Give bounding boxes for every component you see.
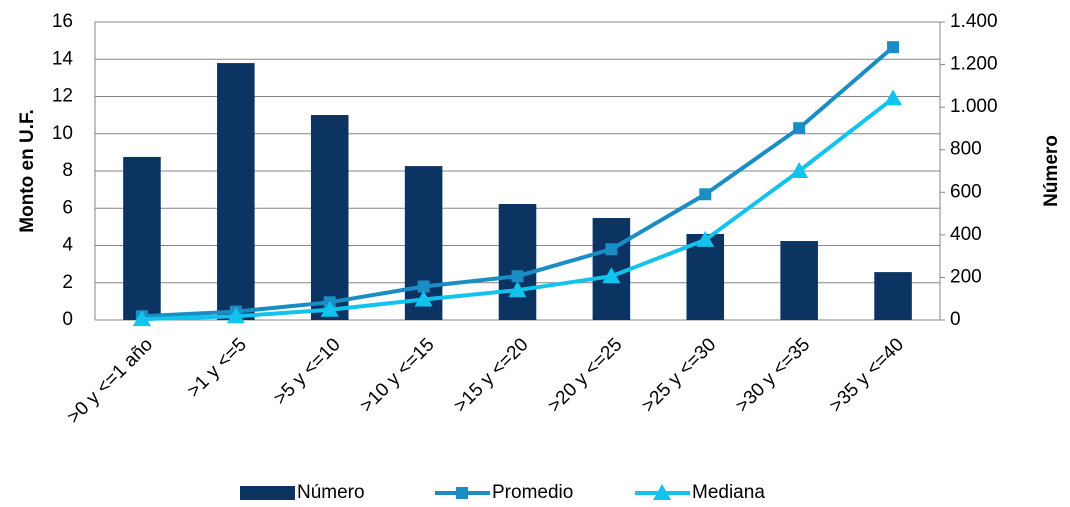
y-tick-label: 6 bbox=[62, 197, 73, 218]
marker bbox=[602, 267, 621, 284]
legend-label: Promedio bbox=[492, 482, 573, 503]
y-tick-label: 0 bbox=[62, 309, 73, 330]
x-tick-label: >35 y <=40 bbox=[826, 334, 908, 416]
marker bbox=[699, 188, 712, 201]
marker bbox=[790, 162, 809, 178]
marker bbox=[417, 280, 430, 293]
y-tick-label: 8 bbox=[62, 160, 73, 181]
y2-tick-label: 1.200 bbox=[950, 54, 998, 75]
marker bbox=[508, 281, 527, 298]
y2-tick-label: 400 bbox=[950, 224, 982, 245]
y2-tick-label: 0 bbox=[950, 309, 961, 330]
legend-label: Mediana bbox=[692, 482, 765, 503]
y-tick-label: 10 bbox=[52, 123, 73, 144]
y-tick-label: 16 bbox=[52, 11, 73, 32]
x-tick-label: >15 y <=20 bbox=[450, 334, 532, 416]
x-tick-label: >0 y <=1 año bbox=[63, 334, 157, 428]
marker bbox=[884, 89, 903, 106]
bar bbox=[686, 234, 725, 320]
marker bbox=[696, 230, 715, 247]
y2-tick-label: 600 bbox=[950, 181, 982, 202]
marker bbox=[414, 290, 433, 307]
bar bbox=[310, 115, 349, 320]
y-tick-label: 14 bbox=[52, 48, 74, 69]
x-tick-label: >10 y <=15 bbox=[356, 334, 438, 416]
y2-axis-title: Número bbox=[1041, 135, 1062, 207]
y-tick-label: 12 bbox=[52, 86, 73, 107]
bar bbox=[874, 272, 912, 320]
x-tick-label: >20 y <=25 bbox=[544, 334, 626, 416]
marker bbox=[226, 307, 245, 324]
y-tick-label: 2 bbox=[62, 272, 73, 293]
legend-swatch bbox=[240, 486, 295, 500]
marker bbox=[511, 270, 524, 283]
marker bbox=[793, 122, 806, 135]
x-tick-label: >30 y <=35 bbox=[732, 334, 814, 416]
y-axis-title: Monto en U.F. bbox=[17, 109, 38, 232]
x-tick-label: >5 y <=10 bbox=[270, 334, 345, 409]
legend-label: Número bbox=[297, 482, 365, 503]
y2-tick-label: 1.400 bbox=[950, 11, 998, 32]
marker bbox=[887, 41, 900, 54]
x-tick-label: >1 y <=5 bbox=[183, 334, 251, 402]
legend-marker bbox=[456, 487, 468, 499]
bar bbox=[780, 241, 818, 320]
marker bbox=[320, 300, 339, 317]
bar bbox=[123, 156, 161, 320]
bar bbox=[217, 63, 255, 321]
legend-marker bbox=[653, 484, 671, 500]
marker bbox=[132, 310, 151, 327]
y-tick-label: 4 bbox=[62, 235, 73, 256]
marker bbox=[605, 243, 618, 256]
y2-tick-label: 800 bbox=[950, 139, 982, 160]
y2-tick-label: 200 bbox=[950, 266, 982, 287]
bar bbox=[498, 203, 537, 320]
y2-tick-label: 1.000 bbox=[950, 96, 998, 117]
x-tick-label: >25 y <=30 bbox=[638, 334, 720, 416]
